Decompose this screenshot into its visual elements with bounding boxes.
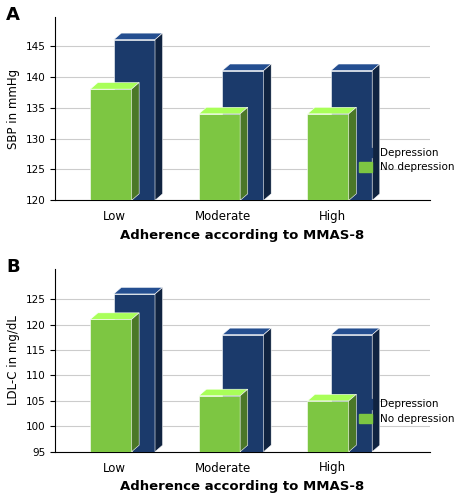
Polygon shape <box>263 328 271 452</box>
Polygon shape <box>198 389 247 396</box>
Polygon shape <box>348 108 356 200</box>
Text: A: A <box>6 6 20 25</box>
Polygon shape <box>222 334 263 452</box>
Polygon shape <box>330 334 371 452</box>
Y-axis label: LDL-C in mg/dL: LDL-C in mg/dL <box>7 316 20 405</box>
Polygon shape <box>113 288 162 294</box>
Polygon shape <box>113 40 155 200</box>
Polygon shape <box>263 64 271 200</box>
Polygon shape <box>371 64 379 200</box>
Polygon shape <box>155 33 162 200</box>
Polygon shape <box>113 294 155 452</box>
Polygon shape <box>90 320 131 452</box>
Polygon shape <box>371 328 379 452</box>
Polygon shape <box>222 64 271 70</box>
Polygon shape <box>198 114 240 200</box>
Polygon shape <box>222 70 263 200</box>
Legend: Depression, No depression: Depression, No depression <box>358 148 453 172</box>
Polygon shape <box>240 108 247 200</box>
Polygon shape <box>240 389 247 452</box>
Polygon shape <box>348 394 356 452</box>
X-axis label: Adherence according to MMAS-8: Adherence according to MMAS-8 <box>120 228 364 241</box>
Polygon shape <box>307 114 348 200</box>
Polygon shape <box>222 328 271 334</box>
Polygon shape <box>307 108 356 114</box>
Polygon shape <box>113 33 162 40</box>
Polygon shape <box>307 401 348 452</box>
Polygon shape <box>307 394 356 401</box>
Polygon shape <box>198 108 247 114</box>
Polygon shape <box>90 82 139 89</box>
X-axis label: Adherence according to MMAS-8: Adherence according to MMAS-8 <box>120 480 364 493</box>
Polygon shape <box>90 313 139 320</box>
Polygon shape <box>131 313 139 452</box>
Polygon shape <box>90 89 131 200</box>
Polygon shape <box>198 396 240 452</box>
Polygon shape <box>155 288 162 452</box>
Text: B: B <box>6 258 20 276</box>
Polygon shape <box>330 70 371 200</box>
Legend: Depression, No depression: Depression, No depression <box>358 399 453 424</box>
Polygon shape <box>330 328 379 334</box>
Polygon shape <box>330 64 379 70</box>
Y-axis label: SBP in mmHg: SBP in mmHg <box>7 69 20 149</box>
Polygon shape <box>131 82 139 200</box>
